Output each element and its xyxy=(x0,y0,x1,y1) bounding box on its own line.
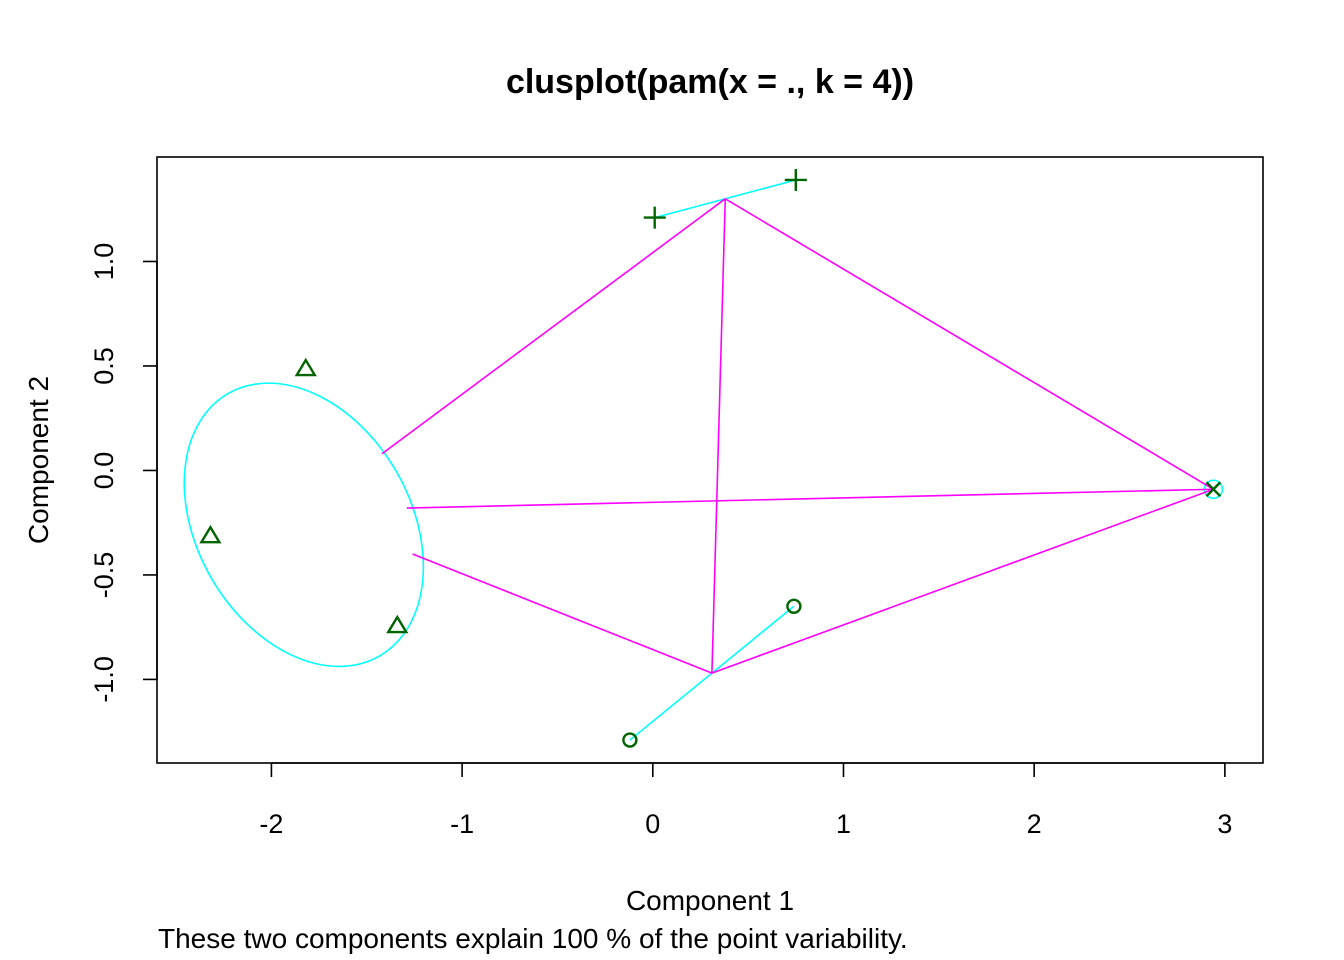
chart-title: clusplot(pam(x = ., k = 4)) xyxy=(506,63,914,101)
y-tick-label: -0.5 xyxy=(89,552,119,599)
y-tick-label: 0.0 xyxy=(89,452,119,490)
cluster-3-point-1 xyxy=(622,732,638,748)
x-axis-label: Component 1 xyxy=(626,885,794,916)
x-tick-label: 1 xyxy=(836,809,851,839)
plot-area xyxy=(183,168,1224,748)
x-tick-label: 0 xyxy=(645,809,660,839)
cluster-4-point-1 xyxy=(1205,481,1222,498)
cluster-1-ellipse xyxy=(183,382,425,668)
cluster-1-point-1 xyxy=(294,357,317,377)
cluster-2-point-1 xyxy=(643,206,666,229)
cluster-link-2 xyxy=(406,488,1214,509)
x-tick-label: 3 xyxy=(1217,809,1232,839)
x-tick-label: -2 xyxy=(259,809,283,839)
cluster-link-6 xyxy=(711,488,1214,674)
cluster-2-point-2 xyxy=(784,168,807,191)
cluster-3-point-2 xyxy=(786,598,802,614)
cluster-link-4 xyxy=(724,198,1214,490)
y-tick-label: 1.0 xyxy=(89,243,119,281)
y-axis-label: Component 2 xyxy=(23,376,54,544)
y-axis: -1.0 -0.5 0.0 0.5 1.0 xyxy=(89,243,158,703)
y-tick-label: 0.5 xyxy=(89,347,119,385)
chart-subtitle: These two components explain 100 % of th… xyxy=(158,923,908,954)
x-axis: -2 -1 0 1 2 3 xyxy=(259,762,1232,839)
cluster-link-1 xyxy=(381,198,726,455)
x-tick-label: -1 xyxy=(450,809,474,839)
y-tick-label: -1.0 xyxy=(89,656,119,703)
cluster-1-point-2 xyxy=(199,524,222,544)
cluster-link-5 xyxy=(711,198,727,674)
x-tick-label: 2 xyxy=(1027,809,1042,839)
cluster-link-3 xyxy=(412,553,713,674)
cluster-1-point-3 xyxy=(386,614,409,634)
